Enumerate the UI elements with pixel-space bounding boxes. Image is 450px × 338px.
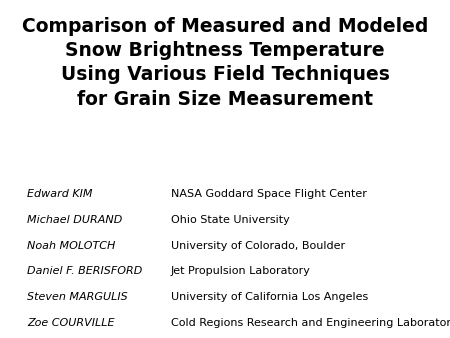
Text: Daniel F. BERISFORD: Daniel F. BERISFORD: [27, 266, 142, 276]
Text: Steven MARGULIS: Steven MARGULIS: [27, 292, 128, 302]
Text: Cold Regions Research and Engineering Laboratory: Cold Regions Research and Engineering La…: [171, 318, 450, 328]
Text: University of California Los Angeles: University of California Los Angeles: [171, 292, 368, 302]
Text: Ohio State University: Ohio State University: [171, 215, 290, 225]
Text: Noah MOLOTCH: Noah MOLOTCH: [27, 241, 115, 251]
Text: Michael DURAND: Michael DURAND: [27, 215, 122, 225]
Text: Edward KIM: Edward KIM: [27, 189, 93, 199]
Text: Zoe COURVILLE: Zoe COURVILLE: [27, 318, 114, 328]
Text: Jet Propulsion Laboratory: Jet Propulsion Laboratory: [171, 266, 311, 276]
Text: University of Colorado, Boulder: University of Colorado, Boulder: [171, 241, 345, 251]
Text: Comparison of Measured and Modeled
Snow Brightness Temperature
Using Various Fie: Comparison of Measured and Modeled Snow …: [22, 17, 428, 108]
Text: NASA Goddard Space Flight Center: NASA Goddard Space Flight Center: [171, 189, 367, 199]
